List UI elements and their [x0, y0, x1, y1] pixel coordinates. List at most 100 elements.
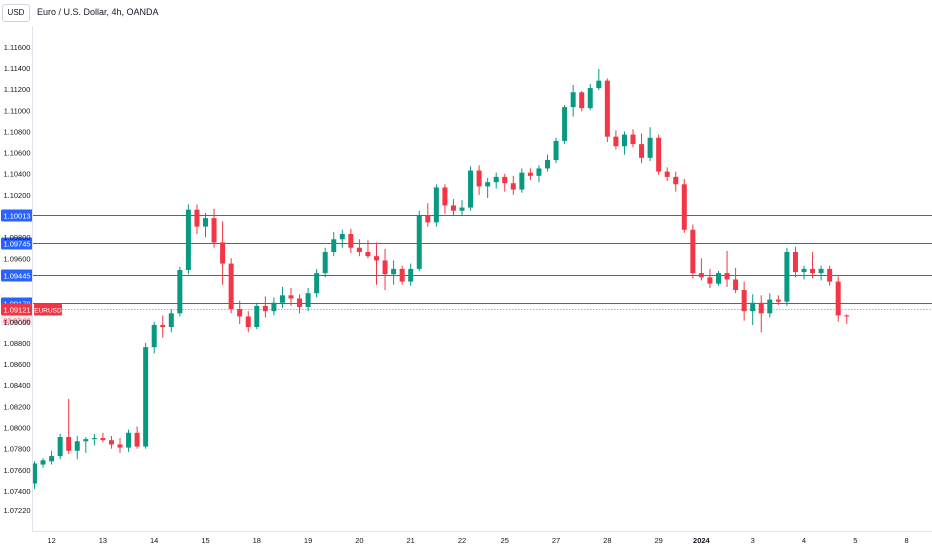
x-tick-label: 28 [603, 536, 611, 545]
candle-body [151, 324, 157, 348]
candle-body [203, 218, 208, 227]
candle-body [416, 214, 422, 269]
candle-body [143, 347, 149, 447]
candle-body [91, 438, 97, 440]
currency-button[interactable]: USD [2, 4, 30, 22]
candle-body [810, 268, 816, 274]
candle-body [827, 268, 833, 282]
candle-body [758, 302, 764, 314]
candle-body [117, 444, 123, 448]
candle-body [220, 242, 226, 264]
level-label: 1.10013 [3, 212, 30, 221]
x-tick-label: 13 [99, 536, 107, 545]
candle-body [279, 295, 285, 303]
candle-body [750, 302, 756, 312]
candle-body [630, 134, 636, 145]
candle-body [536, 168, 542, 176]
candle-body [792, 251, 798, 273]
y-tick-label: 1.08200 [3, 402, 30, 411]
candle-body [66, 437, 72, 451]
candle-body [493, 176, 499, 183]
candle-body [314, 273, 320, 294]
candle-body [339, 233, 345, 240]
candle-body [698, 273, 704, 278]
last-price-line: 1.09121 03:07:06 EURUSD [1, 303, 932, 326]
candle-body [775, 299, 781, 302]
y-tick-label: 1.09600 [3, 254, 30, 263]
x-tick-label: 15 [201, 536, 209, 545]
x-tick-label: 5 [853, 536, 857, 545]
candle-body [639, 144, 645, 158]
candle-body [519, 172, 525, 190]
candle-body [194, 209, 200, 227]
level-label: 1.09745 [3, 240, 30, 249]
candle-body [707, 277, 713, 284]
candle-body [664, 171, 670, 177]
price-badge-price: 1.09121 [3, 306, 30, 315]
y-tick-label: 1.10200 [3, 191, 30, 200]
candle-body [690, 229, 696, 274]
candle-body [391, 268, 397, 275]
y-tick-label: 1.11400 [4, 64, 31, 73]
y-tick-label: 1.11200 [4, 85, 31, 94]
candle-body [476, 170, 482, 187]
candle-body [271, 302, 277, 312]
candle-body [433, 187, 439, 223]
y-tick-label: 1.08600 [3, 360, 30, 369]
candle-body [160, 324, 166, 328]
candle-body [382, 260, 388, 275]
candle-body [168, 313, 174, 328]
y-tick-label: 1.07800 [3, 445, 30, 454]
candle-body [681, 184, 687, 230]
candle-body [399, 268, 405, 282]
chart-header: USD Euro / U.S. Dollar, 4h, OANDA [0, 0, 932, 26]
level-label-box [1, 209, 33, 222]
candle-body [288, 295, 294, 299]
candle-body [767, 299, 773, 314]
candle-body [502, 176, 508, 184]
candle-body [32, 463, 37, 484]
candle-body [408, 268, 414, 282]
y-tick-label: 1.10600 [3, 149, 30, 158]
level-label: 1.09445 [3, 272, 30, 281]
y-tick-label: 1.07220 [3, 506, 30, 515]
x-tick-label: 20 [355, 536, 363, 545]
level-label-box [1, 269, 33, 282]
candle-body [741, 290, 747, 312]
x-tick-label: 29 [654, 536, 662, 545]
candle-body [442, 187, 448, 206]
candle-body [177, 269, 183, 314]
candle-body [485, 182, 491, 187]
y-tick-label: 1.07400 [3, 487, 30, 496]
y-tick-label: 1.11000 [4, 106, 31, 115]
symbol-badge-box [34, 303, 62, 316]
x-tick-label: 18 [253, 536, 261, 545]
candle-body [57, 437, 63, 457]
x-tick-label: 12 [47, 536, 55, 545]
candle-body [228, 263, 234, 310]
x-tick-label: 22 [458, 536, 466, 545]
candle-body [49, 456, 55, 462]
y-tick-label: 1.08000 [3, 424, 30, 433]
candle-body [673, 176, 679, 185]
candle-body [185, 209, 191, 270]
candle-body [331, 239, 337, 252]
candle-body [587, 88, 593, 109]
x-tick-label: 14 [150, 536, 158, 545]
candle-body [83, 439, 89, 442]
axes: 1.07220 1.07400 1.07600 1.07800 1.08000 1.082… [3, 26, 932, 545]
y-tick-label: 1.10800 [3, 127, 30, 136]
y-tick-label: 1.08800 [3, 339, 30, 348]
candle-body [459, 207, 465, 211]
x-tick-label: 27 [552, 536, 560, 545]
candle-body [724, 273, 730, 280]
candle-body [835, 281, 841, 316]
candle-body [553, 140, 559, 160]
y-tick-label: 1.07600 [3, 466, 30, 475]
candle-body [716, 273, 721, 284]
candle-body [245, 316, 251, 328]
candle-body [237, 309, 243, 317]
